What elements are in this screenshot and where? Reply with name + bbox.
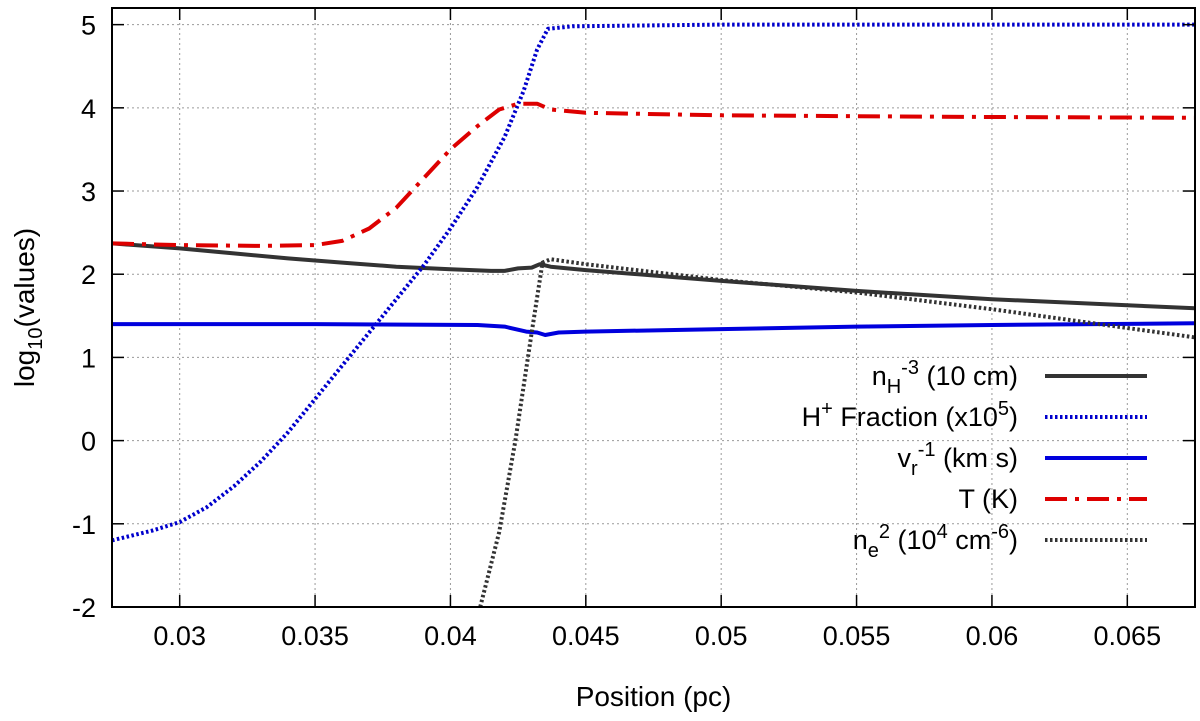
y-tick-label: 0 [81, 427, 96, 457]
series-line-hplus [112, 22, 1195, 543]
legend-label: ne2 (104 cm-6) [853, 521, 1018, 562]
series-line-T [112, 101, 1195, 248]
legend-item-vr: vr-1 (km s) [898, 439, 1147, 480]
x-tick-label: 0.03 [153, 621, 206, 651]
series-line-nH [112, 241, 1195, 311]
legend-label: H+ Fraction (x105) [802, 398, 1018, 432]
x-tick-label: 0.045 [552, 621, 620, 651]
legend-label: nH-3 (10 cm) [872, 357, 1018, 398]
series-layer [112, 22, 1195, 607]
y-tick-label: 2 [81, 260, 96, 290]
x-tick-label: 0.055 [823, 621, 891, 651]
x-axis-title: Position (pc) [576, 681, 732, 712]
axis-ticks: 0.03 0.035 0.04 0.045 0.05 0.055 0.06 0.065 -2 -1… [72, 8, 1195, 651]
y-tick-label: 5 [81, 11, 96, 41]
x-tick-label: 0.035 [281, 621, 349, 651]
plot-area [111, 7, 1196, 608]
legend: nH-3 (10 cm)H+ Fraction (x105) vr-1 (km s… [802, 357, 1147, 562]
legend-label: vr-1 (km s) [898, 439, 1018, 480]
x-tick-label: 0.04 [424, 621, 477, 651]
y-tick-label: 1 [81, 343, 96, 373]
legend-item-T: T (K) [959, 484, 1147, 514]
x-tick-label: 0.05 [695, 621, 748, 651]
legend-item-ne2: ne2 (104 cm-6) [853, 521, 1147, 562]
y-tick-label: -2 [72, 593, 96, 623]
x-tick-label: 0.065 [1094, 621, 1162, 651]
y-axis-title: log10(values) [9, 228, 47, 387]
legend-label: T (K) [959, 484, 1019, 514]
x-tick-label: 0.06 [966, 621, 1019, 651]
series-line-vr [112, 321, 1195, 337]
grid [112, 8, 1195, 607]
legend-item-nH: nH-3 (10 cm) [872, 357, 1147, 398]
series-line-ne2 [478, 257, 1195, 607]
legend-item-hplus: H+ Fraction (x105) [802, 398, 1147, 432]
y-tick-label: 3 [81, 177, 96, 207]
y-tick-label: 4 [81, 94, 96, 124]
y-tick-label: -1 [72, 510, 96, 540]
